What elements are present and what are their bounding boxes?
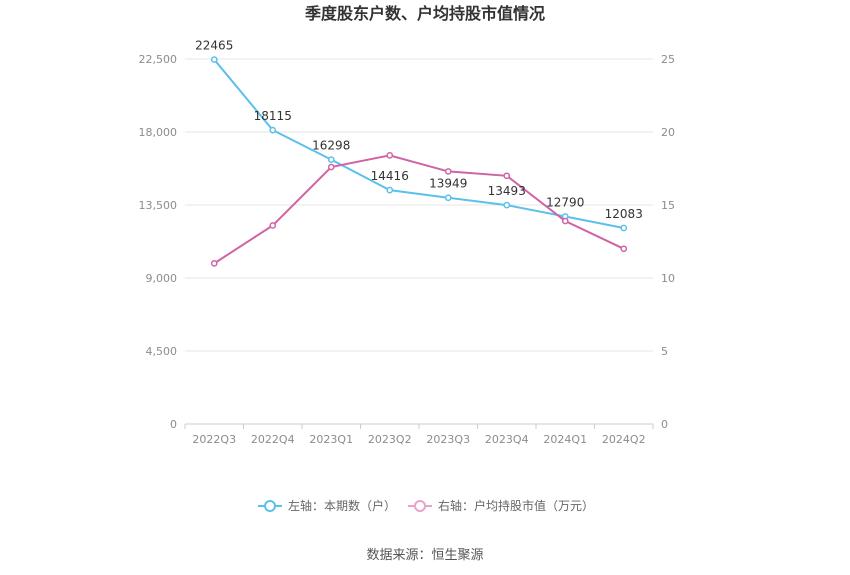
right-axis-tick-label: 25 <box>661 53 675 66</box>
legend-item-right[interactable]: 右轴：户均持股市值（万元） <box>408 498 594 513</box>
data-label: 22465 <box>195 39 233 53</box>
x-axis-tick-label: 2024Q1 <box>543 433 587 446</box>
data-point-right[interactable] <box>444 168 452 175</box>
data-label: 13949 <box>429 177 467 191</box>
legend-item-left[interactable]: 左轴：本期数（户） <box>258 498 396 513</box>
data-point-right[interactable] <box>620 245 628 253</box>
left-axis-tick-label: 0 <box>170 418 177 431</box>
right-axis-tick-label: 0 <box>661 418 668 431</box>
data-label: 12790 <box>546 196 584 210</box>
left-axis-tick-label: 18,000 <box>139 126 178 139</box>
grid-lines <box>185 58 653 352</box>
left-axis-tick-label: 4,500 <box>146 345 178 358</box>
right-axis-tick-label: 10 <box>661 272 675 285</box>
left-axis-tick-label: 13,500 <box>139 199 178 212</box>
x-axis-tick-label: 2023Q2 <box>368 433 412 446</box>
x-axis-tick-label: 2022Q3 <box>192 433 236 446</box>
legend[interactable]: 左轴：本期数（户） 右轴：户均持股市值（万元） <box>258 498 594 513</box>
x-axis-tick-label: 2023Q4 <box>485 433 529 446</box>
left-axis-tick-label: 22,500 <box>139 53 178 66</box>
x-axis-tick-label: 2023Q1 <box>309 433 353 446</box>
x-axis-tick-label: 2022Q4 <box>251 433 295 446</box>
axes: 0 4,500 9,000 13,500 18,000 22,500 0 5 10 15 20 25 2… <box>139 53 676 446</box>
right-axis-tick-label: 15 <box>661 199 675 212</box>
data-point-left[interactable] <box>210 56 218 63</box>
data-label: 14416 <box>371 169 409 183</box>
data-label: 13493 <box>488 184 526 198</box>
data-point-right[interactable] <box>269 222 277 229</box>
legend-label-left: 左轴：本期数（户） <box>288 498 396 513</box>
data-point-right[interactable] <box>327 163 335 171</box>
data-point-right[interactable] <box>503 172 511 180</box>
series-right-line <box>210 152 628 267</box>
chart-title: 季度股东户数、户均持股市值情况 <box>304 4 545 23</box>
right-axis-tick-label: 20 <box>661 126 675 139</box>
data-point-left[interactable] <box>503 201 511 209</box>
right-axis-tick-label: 5 <box>661 345 668 358</box>
data-point-left[interactable] <box>444 194 452 202</box>
data-point-left[interactable] <box>327 156 335 163</box>
data-label: 18115 <box>254 109 292 123</box>
data-labels: 22465 18115 16298 14416 13949 13493 12790 12083 <box>195 39 643 221</box>
x-axis-tick-label: 2024Q2 <box>602 433 646 446</box>
series-line-right <box>213 154 625 265</box>
data-point-left[interactable] <box>269 126 277 134</box>
data-label: 12083 <box>605 207 643 221</box>
data-point-right[interactable] <box>210 260 218 267</box>
legend-label-right: 右轴：户均持股市值（万元） <box>438 498 594 513</box>
data-point-right[interactable] <box>561 217 569 225</box>
x-axis-tick-label: 2023Q3 <box>426 433 470 446</box>
data-label: 16298 <box>312 139 350 153</box>
left-axis-tick-label: 9,000 <box>146 272 178 285</box>
data-point-left[interactable] <box>620 224 628 232</box>
data-point-left[interactable] <box>386 186 394 194</box>
data-source: 数据来源：恒生聚源 <box>366 548 483 563</box>
data-point-right[interactable] <box>386 152 394 159</box>
